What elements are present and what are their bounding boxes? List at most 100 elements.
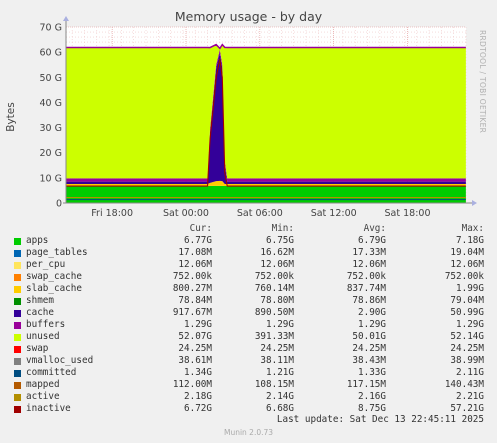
legend-avg: 50.01G — [352, 331, 386, 342]
legend-min: 890.50M — [254, 307, 294, 318]
legend-row-unused: unused 52.07G 391.33M 50.01G 52.14G — [12, 331, 486, 343]
x-ticks: Fri 18:00 Sat 00:00 Sat 06:00 Sat 12:00 Sat … — [91, 208, 430, 219]
legend-row-page-tables: page_tables 17.08M 16.62M 17.33M 19.04M — [12, 247, 486, 259]
legend-table: Cur: Min: Avg: Max: apps 6.77G 6.75G 6.79G 7… — [12, 223, 486, 415]
legend-max: 79.04M — [450, 295, 484, 306]
legend-name: mapped — [26, 379, 60, 390]
legend-avg: 78.86M — [352, 295, 386, 306]
y-tick-label: 10 G — [40, 173, 62, 184]
legend-rows: apps 6.77G 6.75G 6.79G 7.18G page_tables 17.08… — [12, 235, 486, 415]
legend-avg: 12.06M — [352, 259, 386, 270]
memory-chart: Bytes 0 10 G 20 G 30 G 40 G 50 G 60 G 70 G Fri … — [5, 16, 477, 219]
legend-swatch — [14, 357, 21, 365]
legend-max: 1.99G — [456, 283, 484, 294]
legend-max: 24.25M — [450, 343, 484, 354]
legend-name: slab_cache — [26, 283, 82, 294]
y-tick-label: 40 G — [40, 98, 62, 109]
legend-swatch — [14, 321, 21, 329]
legend-name: unused — [26, 331, 60, 342]
line-layer — [66, 59, 466, 201]
stack-top-border — [66, 43, 466, 50]
x-tick-label: Sat 12:00 — [311, 208, 357, 219]
legend-min: 752.00k — [254, 271, 294, 282]
rrdtool-watermark: RRDTOOL / TOBI OETIKER — [478, 30, 487, 134]
legend-row-active: active 2.18G 2.14G 2.16G 2.21G — [12, 391, 486, 403]
legend-cur: 1.29G — [184, 319, 212, 330]
legend-min: 391.33M — [254, 331, 294, 342]
legend-header: Cur: Min: Avg: Max: — [12, 223, 486, 235]
legend-max: 12.06M — [450, 259, 484, 270]
y-tick-label: 0 — [56, 199, 62, 210]
area-slab-cache — [66, 180, 466, 186]
legend-name: apps — [26, 235, 49, 246]
legend-max: 752.00k — [444, 271, 484, 282]
legend-cur: 752.00k — [172, 271, 212, 282]
axis-layer — [63, 16, 477, 206]
y-tick-label: 30 G — [40, 123, 62, 134]
legend-avg: 837.74M — [346, 283, 386, 294]
legend-row-swap: swap 24.25M 24.25M 24.25M 24.25M — [12, 343, 486, 355]
legend-cur: 6.77G — [184, 235, 212, 246]
legend-avg: 8.75G — [358, 403, 386, 414]
legend-min: 78.80M — [260, 295, 294, 306]
legend-swatch — [14, 333, 21, 341]
x-tick-label: Sat 06:00 — [237, 208, 283, 219]
legend-row-apps: apps 6.77G 6.75G 6.79G 7.18G — [12, 235, 486, 247]
y-tick-label: 60 G — [40, 48, 62, 59]
legend-avg: 38.43M — [352, 355, 386, 366]
legend-swatch — [14, 273, 21, 281]
legend-avg: 17.33M — [352, 247, 386, 258]
legend-avg: 117.15M — [346, 379, 386, 390]
legend-swatch — [14, 285, 21, 293]
legend-swatch — [14, 309, 21, 317]
legend-swatch — [14, 297, 21, 305]
legend-min: 12.06M — [260, 259, 294, 270]
header-min: Min: — [271, 223, 294, 234]
chart-title: Memory usage - by day — [174, 9, 323, 24]
legend-name: cache — [26, 307, 54, 318]
legend-cur: 1.34G — [184, 367, 212, 378]
x-tick-label: Fri 18:00 — [91, 208, 133, 219]
legend-name: swap — [26, 343, 49, 354]
legend-name: active — [26, 391, 60, 402]
legend-row-per-cpu: per_cpu 12.06M 12.06M 12.06M 12.06M — [12, 259, 486, 271]
legend-name: committed — [26, 367, 77, 378]
y-tick-label: 20 G — [40, 148, 62, 159]
legend-swatch — [14, 237, 21, 245]
legend-cur: 6.72G — [184, 403, 212, 414]
legend-row-vmalloc-used: vmalloc_used 38.61M 38.11M 38.43M 38.99M — [12, 355, 486, 367]
legend-swatch — [14, 405, 21, 413]
legend-row-shmem: shmem 78.84M 78.80M 78.86M 79.04M — [12, 295, 486, 307]
legend-avg: 752.00k — [346, 271, 386, 282]
legend-cur: 17.08M — [178, 247, 212, 258]
legend-cur: 78.84M — [178, 295, 212, 306]
legend-row-committed: committed 1.34G 1.21G 1.33G 2.11G — [12, 367, 486, 379]
legend-cur: 917.67M — [172, 307, 212, 318]
legend-min: 108.15M — [254, 379, 294, 390]
header-max: Max: — [461, 223, 484, 234]
legend-max: 140.43M — [444, 379, 484, 390]
legend-max: 50.99G — [450, 307, 484, 318]
legend-cur: 52.07G — [178, 331, 212, 342]
legend-min: 2.14G — [266, 391, 294, 402]
legend-cur: 112.00M — [172, 379, 212, 390]
legend-swatch — [14, 381, 21, 389]
legend-min: 1.21G — [266, 367, 294, 378]
x-axis-arrow — [472, 200, 477, 206]
legend-min: 1.29G — [266, 319, 294, 330]
legend-name: vmalloc_used — [26, 355, 94, 366]
legend-avg: 1.33G — [358, 367, 386, 378]
legend-cur: 38.61M — [178, 355, 212, 366]
y-axis-arrow — [63, 16, 69, 21]
legend-min: 24.25M — [260, 343, 294, 354]
legend-max: 57.21G — [450, 403, 484, 414]
legend-avg: 6.79G — [358, 235, 386, 246]
legend-row-swap-cache: swap_cache 752.00k 752.00k 752.00k 752.00k — [12, 271, 486, 283]
legend-cur: 800.27M — [172, 283, 212, 294]
legend-min: 16.62M — [260, 247, 294, 258]
legend-min: 760.14M — [254, 283, 294, 294]
y-tick-label: 70 G — [40, 23, 62, 34]
legend-min: 6.75G — [266, 235, 294, 246]
legend-cur: 2.18G — [184, 391, 212, 402]
legend-name: per_cpu — [26, 259, 66, 270]
